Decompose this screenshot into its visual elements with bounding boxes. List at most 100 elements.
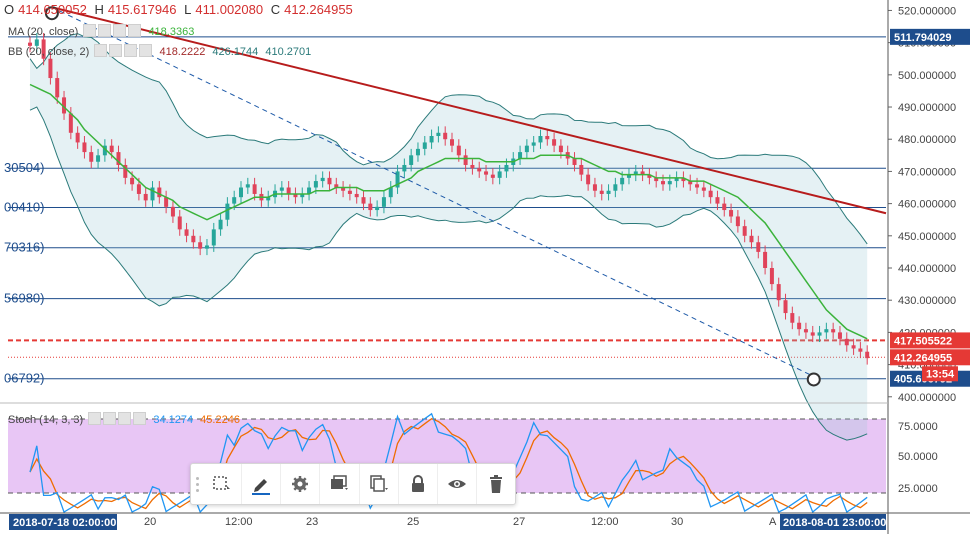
close-icon[interactable]	[139, 44, 153, 57]
price-tick-label: 470.000000	[898, 166, 956, 178]
pencil-button[interactable]	[241, 464, 280, 504]
bb-lower-value: 410.2701	[265, 46, 312, 58]
delete-button[interactable]	[475, 464, 515, 504]
candle-body	[177, 216, 182, 230]
candle-body	[123, 164, 128, 178]
bb-label: BB (20, close, 2)	[8, 46, 90, 58]
eye-icon	[447, 480, 466, 488]
bb-legend[interactable]: BB (20, close, 2) 418.2222 426.1744 410.…	[8, 44, 311, 58]
candle-body	[170, 206, 175, 217]
add-icon[interactable]	[124, 44, 138, 57]
candle-body	[211, 229, 216, 246]
clone-button[interactable]	[358, 464, 398, 504]
candle-body	[443, 132, 448, 140]
candle-body	[136, 184, 141, 194]
candle-body	[661, 181, 665, 185]
add-icon[interactable]	[118, 412, 132, 425]
gear-icon[interactable]	[109, 44, 123, 57]
candle-body	[538, 136, 543, 143]
close-icon[interactable]	[133, 412, 147, 425]
candle-body	[62, 97, 67, 114]
eye-icon[interactable]	[94, 44, 108, 57]
open-value: 414.650052	[18, 2, 87, 17]
candle-body	[490, 174, 495, 178]
time-start-label: 2018-07-18 02:00:00	[13, 517, 116, 529]
stoch-legend[interactable]: Stoch (14, 3, 3) 34.1274 45.2246	[8, 412, 240, 426]
candle-body	[334, 184, 339, 188]
candle-body	[320, 177, 325, 182]
candle-body	[531, 142, 536, 146]
candle-body	[715, 197, 720, 204]
candle-body	[742, 226, 747, 236]
candle-body	[143, 193, 148, 201]
gear-icon[interactable]	[103, 412, 117, 425]
bollinger-upper-line	[29, 33, 868, 245]
candle-body	[763, 251, 768, 268]
candle-body	[436, 132, 441, 136]
candle-body	[776, 284, 781, 301]
candle-body	[225, 203, 230, 220]
candle-body	[810, 332, 815, 336]
eye-icon[interactable]	[83, 24, 97, 37]
visibility-button[interactable]	[436, 464, 476, 504]
candle-body	[184, 229, 189, 236]
candle-body	[368, 203, 373, 211]
time-tick-label: A	[769, 516, 777, 528]
candle-body	[654, 177, 659, 182]
candle-body	[858, 348, 863, 352]
candle-body	[395, 171, 400, 188]
candle-body	[28, 42, 32, 46]
candle-body	[586, 174, 591, 185]
level-price-badge	[890, 349, 970, 366]
price-tick-label: 520.000000	[898, 5, 956, 17]
stoch-tick-label: 50.0000	[898, 451, 938, 463]
time-end-label: 2018-08-01 23:00:00	[783, 517, 886, 529]
stoch-tick-label: 75.0000	[898, 421, 938, 433]
layers-button[interactable]	[319, 464, 358, 504]
candle-body	[497, 171, 502, 178]
candle-body	[450, 139, 454, 146]
price-tick-label: 460.000000	[898, 199, 956, 211]
candle-body	[232, 197, 237, 204]
drawing-toolbar[interactable]	[190, 463, 516, 505]
trend-anchor-handle	[44, 6, 59, 21]
candle-body	[599, 190, 604, 194]
candle-body	[688, 181, 693, 185]
sma-legend[interactable]: MA (20, close) 418.3363	[8, 24, 194, 38]
candle-body	[116, 152, 121, 165]
price-tick-label: 500.000000	[898, 70, 956, 82]
stoch-d-line	[29, 417, 868, 510]
candle-body	[524, 145, 529, 153]
low-value: 411.002080	[195, 2, 264, 17]
candle-body	[456, 145, 461, 156]
candle-body	[803, 329, 808, 333]
candle-body	[48, 58, 53, 79]
drag-handle[interactable]	[191, 464, 203, 504]
candle-body	[783, 300, 788, 314]
candle-body	[279, 187, 284, 191]
settings-button[interactable]	[280, 464, 319, 504]
time-tick-label: 23	[306, 516, 318, 528]
gear-icon[interactable]	[98, 24, 112, 37]
candle-body	[606, 190, 611, 194]
candle-body	[552, 139, 557, 146]
candle-body	[545, 136, 550, 140]
stoch-tick-label: 25.0000	[898, 483, 938, 495]
close-icon[interactable]	[128, 24, 142, 37]
candle-body	[695, 184, 700, 188]
countdown-text: 13:54	[926, 368, 955, 380]
lock-button[interactable]	[397, 464, 437, 504]
candle-body	[681, 177, 686, 182]
bollinger-band-fill	[30, 33, 868, 441]
candle-body	[381, 197, 386, 207]
candle-body	[851, 345, 856, 349]
candle-body	[477, 168, 482, 172]
low-label: L	[184, 2, 192, 17]
eye-icon[interactable]	[88, 412, 102, 425]
add-icon[interactable]	[113, 24, 127, 37]
select-area-button[interactable]	[203, 464, 241, 504]
candle-body	[579, 164, 584, 175]
candle-body	[68, 113, 73, 133]
time-tick-label: 12:00	[225, 516, 253, 528]
